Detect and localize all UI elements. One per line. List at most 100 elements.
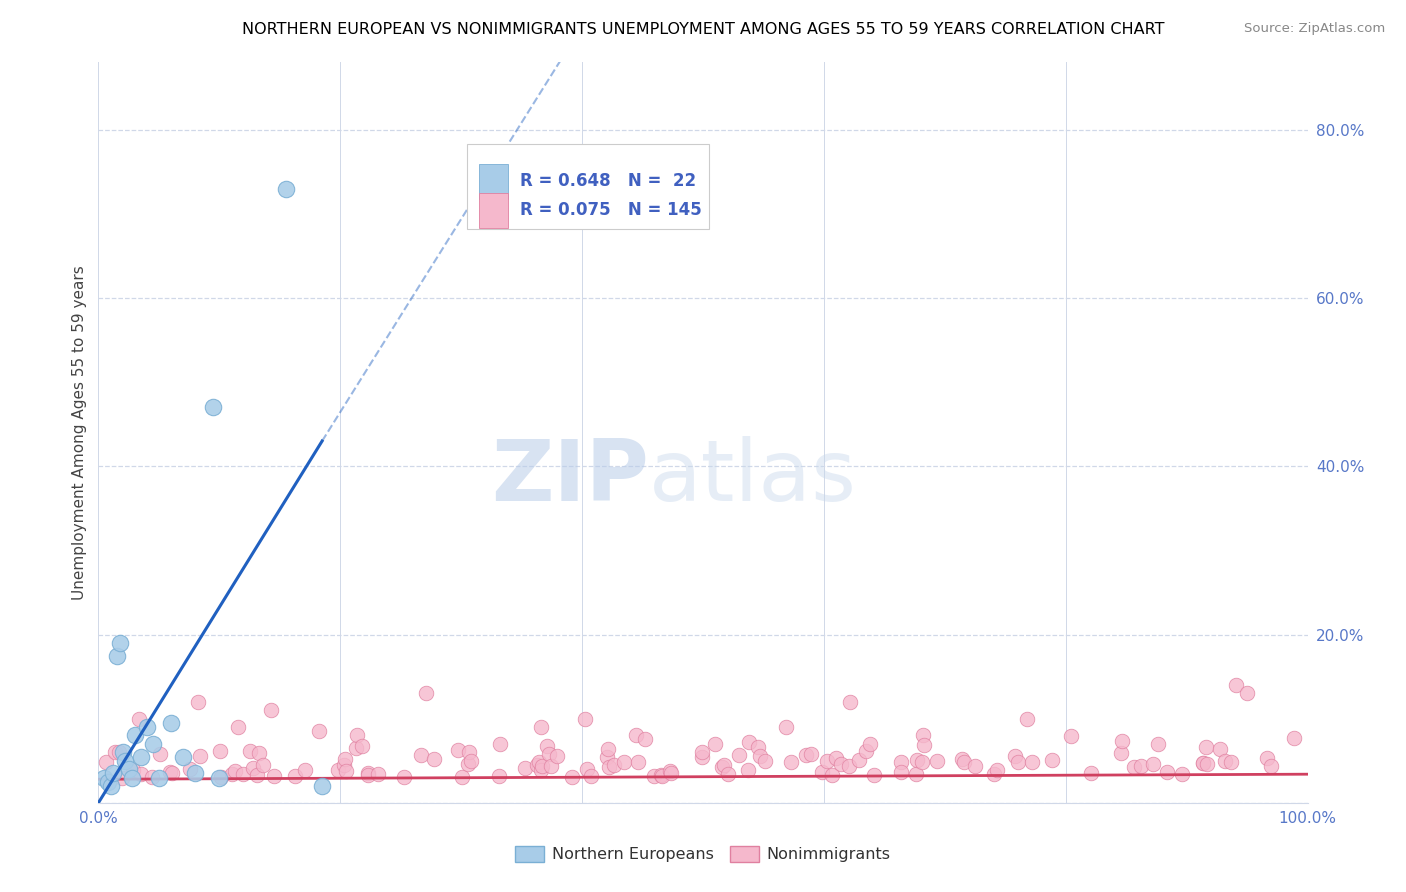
Point <box>574 712 596 726</box>
Point <box>1007 755 1029 769</box>
FancyBboxPatch shape <box>479 193 509 228</box>
Point <box>965 759 987 773</box>
Point <box>905 767 928 781</box>
Point <box>162 765 184 780</box>
Point <box>100 779 122 793</box>
Point <box>104 745 127 759</box>
Point <box>825 751 848 765</box>
Point <box>613 755 636 769</box>
Point <box>927 754 949 768</box>
Point <box>367 767 389 781</box>
Point <box>346 729 368 743</box>
Point <box>451 770 474 784</box>
FancyBboxPatch shape <box>479 163 509 199</box>
Point <box>747 739 769 754</box>
Point <box>188 749 211 764</box>
Point <box>1236 686 1258 700</box>
Point <box>179 762 201 776</box>
Point <box>890 764 912 779</box>
Point <box>208 744 231 758</box>
Point <box>983 767 1005 781</box>
Text: NORTHERN EUROPEAN VS NONIMMIGRANTS UNEMPLOYMENT AMONG AGES 55 TO 59 YEARS CORREL: NORTHERN EUROPEAN VS NONIMMIGRANTS UNEMP… <box>242 22 1164 37</box>
Text: Source: ZipAtlas.com: Source: ZipAtlas.com <box>1244 22 1385 36</box>
Point <box>187 695 209 709</box>
Point <box>1156 764 1178 779</box>
Point <box>149 747 172 762</box>
Point <box>530 720 553 734</box>
Point <box>658 764 681 778</box>
Point <box>1021 755 1043 769</box>
Point <box>128 712 150 726</box>
Point <box>105 648 128 663</box>
Point <box>488 737 510 751</box>
Point <box>172 749 194 764</box>
Point <box>890 755 912 769</box>
Point <box>356 765 378 780</box>
Point <box>794 747 817 762</box>
Point <box>848 753 870 767</box>
Point <box>737 763 759 777</box>
Point <box>643 769 665 783</box>
Point <box>129 767 152 781</box>
FancyBboxPatch shape <box>467 144 709 229</box>
Point <box>211 771 233 785</box>
Point <box>627 755 650 769</box>
Point <box>624 729 647 743</box>
Point <box>1129 759 1152 773</box>
Y-axis label: Unemployment Among Ages 55 to 59 years: Unemployment Among Ages 55 to 59 years <box>72 265 87 600</box>
Point <box>651 769 673 783</box>
Point <box>108 636 131 650</box>
Point <box>950 752 973 766</box>
Point <box>800 747 823 761</box>
Point <box>333 752 356 766</box>
Point <box>1111 733 1133 747</box>
Point <box>184 766 207 780</box>
Point <box>912 729 935 743</box>
Point <box>247 746 270 760</box>
Text: R = 0.075   N = 145: R = 0.075 N = 145 <box>520 202 702 219</box>
Point <box>859 737 882 751</box>
Point <box>129 749 152 764</box>
Point <box>738 735 761 749</box>
Point <box>1192 756 1215 771</box>
Text: R = 0.648   N =  22: R = 0.648 N = 22 <box>520 172 696 190</box>
Point <box>690 750 713 764</box>
Point <box>96 756 118 770</box>
Point <box>246 767 269 781</box>
Point <box>328 763 350 777</box>
Point <box>344 741 367 756</box>
Point <box>912 739 935 753</box>
Point <box>142 737 165 751</box>
Point <box>780 755 803 769</box>
Point <box>460 755 482 769</box>
Point <box>159 764 181 779</box>
Point <box>748 749 770 764</box>
Point <box>93 771 115 785</box>
Point <box>108 745 131 759</box>
Point <box>821 768 844 782</box>
Point <box>596 742 619 756</box>
Point <box>1192 756 1215 770</box>
Point <box>838 759 860 773</box>
Point <box>447 743 470 757</box>
Point <box>392 770 415 784</box>
Point <box>579 769 602 783</box>
Point <box>409 747 432 762</box>
Point <box>561 770 583 784</box>
Point <box>335 764 357 778</box>
Point <box>911 755 934 769</box>
Point <box>703 737 725 751</box>
Point <box>830 756 852 771</box>
Point <box>252 758 274 772</box>
Point <box>352 739 374 754</box>
Point <box>242 761 264 775</box>
Point <box>135 720 157 734</box>
Point <box>1109 746 1132 760</box>
Point <box>124 729 146 743</box>
Point <box>986 763 1008 777</box>
Point <box>537 747 560 761</box>
Point <box>148 771 170 785</box>
Point <box>423 752 446 766</box>
Point <box>728 747 751 762</box>
Point <box>716 767 738 781</box>
